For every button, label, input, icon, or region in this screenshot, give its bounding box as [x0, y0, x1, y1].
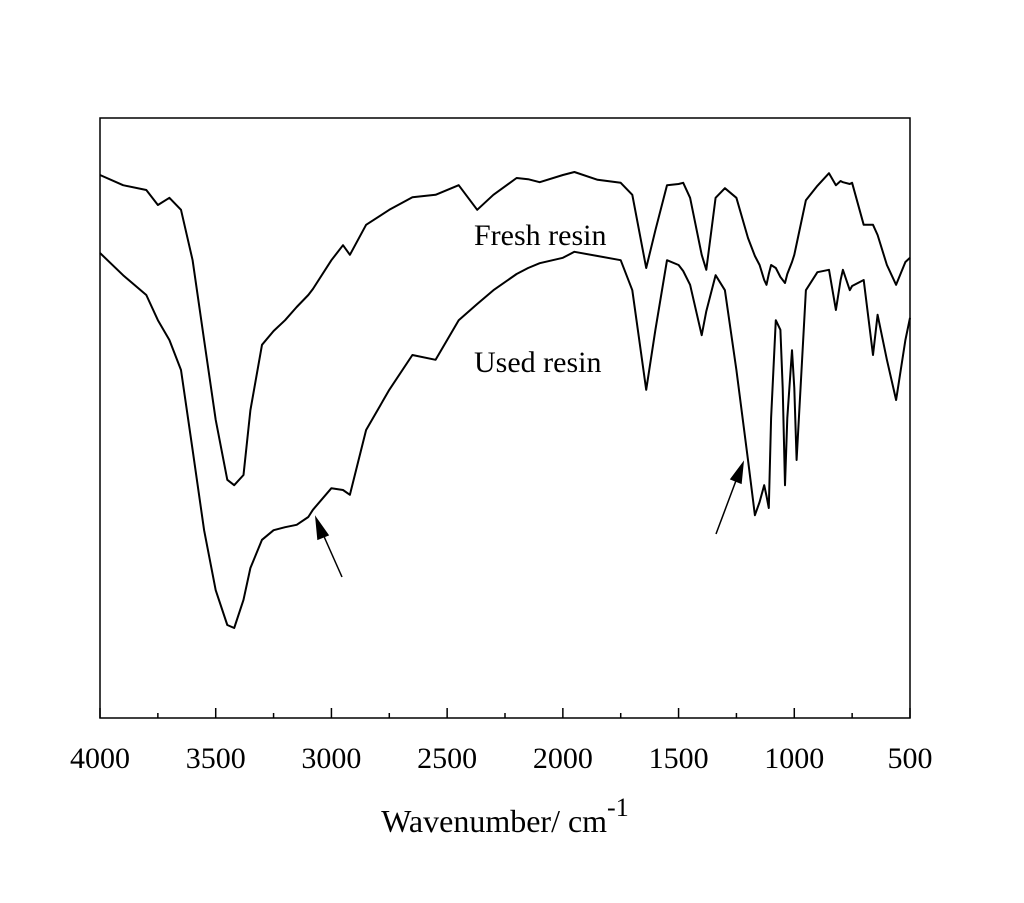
x-tick-label: 3500: [186, 742, 246, 775]
spectrum-line: [99, 171, 911, 487]
arrow-shaft: [715, 477, 738, 535]
x-tick-label: 2500: [417, 742, 477, 775]
plot-frame: [99, 117, 911, 719]
arrow-head: [729, 460, 745, 485]
series-label: Used resin: [474, 346, 601, 379]
x-tick-label: 1000: [764, 742, 824, 775]
arrow-head: [314, 515, 330, 541]
x-tick-label: 500: [888, 742, 933, 775]
x-tick-label: 2000: [533, 742, 593, 775]
x-axis-title-main: Wavenumber/ cm: [381, 803, 607, 839]
x-tick-label: 3000: [301, 742, 361, 775]
spectrum-line: [99, 250, 911, 629]
arrow-shaft: [321, 531, 343, 578]
arrow: [314, 460, 745, 578]
series-label: Fresh resin: [474, 219, 606, 252]
x-axis-title: Wavenumber/ cm-1: [381, 793, 628, 839]
x-axis-title-superscript: -1: [607, 793, 629, 822]
x-tick-label: 1500: [649, 742, 709, 775]
x-tick-label: 4000: [70, 742, 130, 775]
